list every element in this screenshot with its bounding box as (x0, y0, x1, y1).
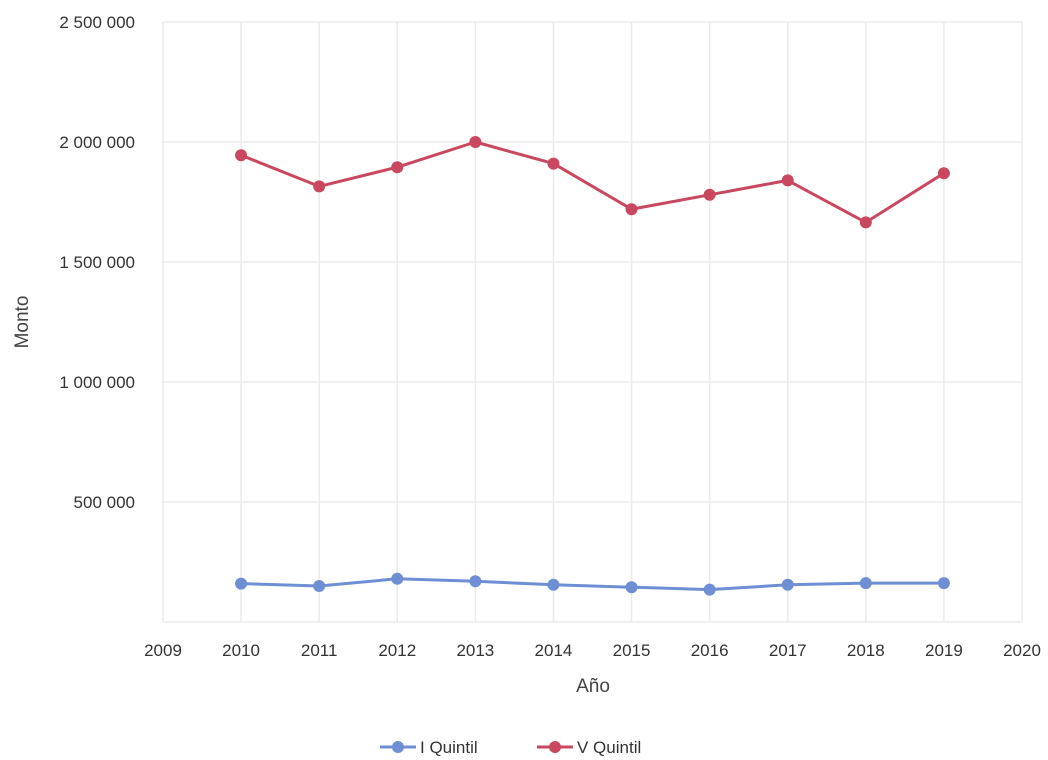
x-axis-tick-labels: 2009 2010 2011 2012 2013 2014 2015 2016 2017 2018… (144, 641, 1041, 660)
x-tick-label: 2013 (456, 641, 494, 660)
y-tick-label: 500 000 (74, 493, 135, 512)
y-tick-label: 2 000 000 (59, 133, 135, 152)
x-tick-label: 2015 (613, 641, 651, 660)
data-point-v-quintil[interactable] (391, 161, 404, 174)
data-point-i-quintil[interactable] (781, 578, 794, 591)
series-group (235, 136, 950, 596)
y-axis-tick-labels: 500 000 1 000 000 1 500 000 2 000 000 2 500 … (59, 13, 135, 512)
data-point-i-quintil[interactable] (469, 575, 482, 588)
data-point-v-quintil[interactable] (703, 188, 716, 201)
y-tick-label: 1 000 000 (59, 373, 135, 392)
y-axis-title: Monto (12, 296, 33, 349)
legend-marker-i-quintil (392, 741, 404, 753)
data-point-i-quintil[interactable] (313, 580, 326, 592)
data-point-v-quintil[interactable] (625, 203, 638, 216)
data-point-v-quintil[interactable] (469, 136, 482, 148)
data-point-v-quintil[interactable] (547, 157, 560, 170)
x-tick-label: 2014 (535, 641, 573, 660)
gridlines (162, 21, 1023, 623)
x-tick-label: 2011 (301, 641, 338, 660)
y-tick-label: 1 500 000 (59, 253, 135, 272)
x-tick-label: 2009 (144, 641, 182, 660)
legend-label-v-quintil: V Quintil (577, 738, 641, 757)
data-point-v-quintil[interactable] (781, 174, 794, 187)
x-tick-label: 2010 (222, 641, 260, 660)
series-line-i-quintil (241, 577, 944, 592)
legend-item-v-quintil[interactable]: V Quintil (537, 738, 641, 757)
series-line-v-quintil (240, 140, 945, 224)
data-point-v-quintil[interactable] (859, 216, 872, 229)
legend-item-i-quintil[interactable]: I Quintil (380, 738, 478, 757)
data-point-v-quintil[interactable] (313, 180, 326, 193)
legend-marker-v-quintil (549, 741, 561, 753)
y-tick-label: 2 500 000 (59, 13, 135, 32)
data-point-i-quintil[interactable] (547, 578, 560, 591)
data-point-i-quintil[interactable] (391, 572, 404, 585)
data-point-i-quintil[interactable] (937, 577, 950, 590)
x-tick-label: 2019 (925, 641, 963, 660)
x-tick-label: 2017 (769, 641, 807, 660)
data-point-i-quintil[interactable] (625, 581, 638, 594)
data-point-i-quintil[interactable] (859, 577, 872, 590)
data-point-v-quintil[interactable] (235, 149, 248, 162)
x-tick-label: 2016 (691, 641, 729, 660)
x-tick-label: 2018 (847, 641, 885, 660)
data-point-i-quintil[interactable] (703, 583, 716, 596)
x-tick-label: 2012 (378, 641, 416, 660)
x-axis-title: Año (576, 676, 610, 697)
legend: I Quintil V Quintil (380, 738, 641, 757)
data-point-i-quintil[interactable] (235, 577, 248, 590)
legend-label-i-quintil: I Quintil (420, 738, 478, 757)
data-point-v-quintil[interactable] (937, 167, 950, 180)
x-tick-label: 2020 (1003, 641, 1041, 660)
